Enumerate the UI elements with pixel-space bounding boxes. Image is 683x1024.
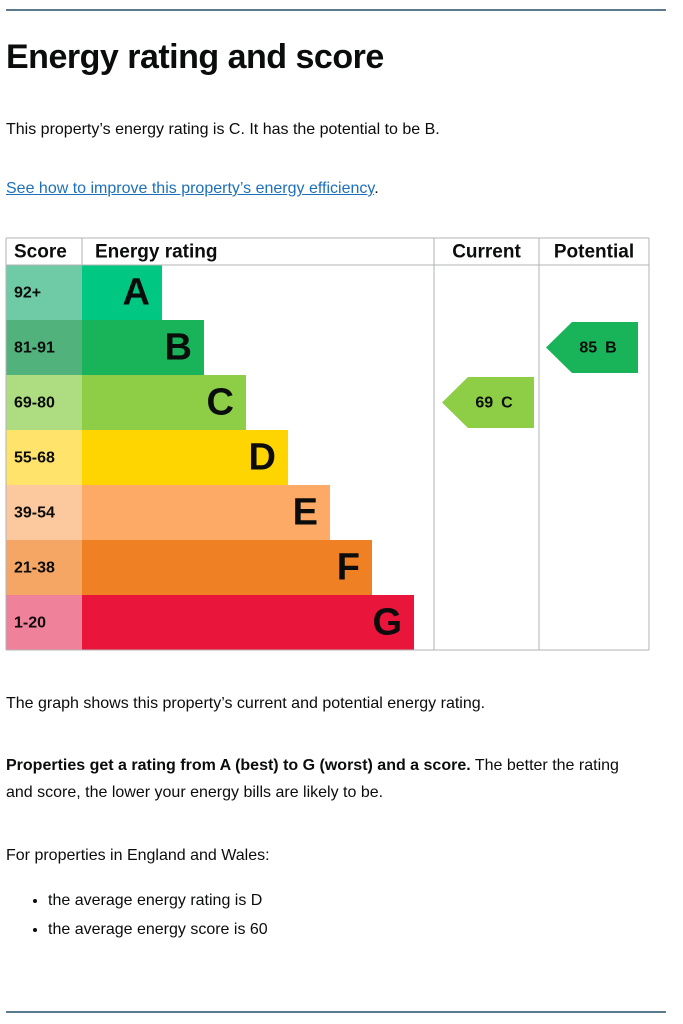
link-line: See how to improve this property’s energ… — [6, 175, 656, 202]
band-score: 92+ — [14, 285, 41, 302]
caption: The graph shows this property’s current … — [6, 695, 486, 712]
column-header: Potential — [554, 242, 634, 263]
score-cell — [6, 430, 82, 485]
band-bar — [82, 595, 414, 650]
current-arrow — [442, 377, 534, 428]
band-score: 69-80 — [14, 395, 55, 412]
column-header: Current — [452, 242, 521, 263]
bullet: the average energy rating is D — [48, 886, 268, 915]
score-cell — [6, 595, 82, 650]
bullet: the average energy score is 60 — [48, 915, 268, 944]
potential-arrow — [546, 322, 638, 373]
score-cell — [6, 265, 82, 320]
note-text: The better the rating and score, the low… — [6, 757, 619, 801]
note: Properties get a rating from A (best) to… — [6, 752, 646, 806]
potential-letter: B — [605, 340, 617, 357]
band-bar — [82, 375, 246, 430]
band-score: 81-91 — [14, 340, 55, 357]
column-header: Energy rating — [95, 242, 217, 263]
band-letter: D — [249, 437, 276, 479]
band-bar — [82, 265, 162, 320]
current-label: 69 C — [475, 395, 513, 412]
band-letter: B — [165, 327, 192, 369]
band-score: 21-38 — [14, 560, 55, 577]
page-title: Energy rating and score — [6, 38, 384, 76]
band-bar — [82, 485, 330, 540]
epc-chart: Score Energy rating Current Potential 92+ A 81… — [5, 237, 650, 651]
top-rule — [6, 9, 666, 11]
bullet-list: the average energy rating is D the avera… — [6, 886, 268, 944]
band-bar — [82, 320, 204, 375]
band-letter: C — [207, 382, 234, 424]
bottom-rule — [6, 1011, 666, 1013]
score-cell — [6, 485, 82, 540]
band-letter: F — [337, 547, 360, 589]
band-bar — [82, 540, 372, 595]
band-bar — [82, 430, 288, 485]
intro: This property’s energy rating is C. It h… — [6, 121, 440, 138]
band-score: 1-20 — [14, 615, 46, 632]
band-letter: G — [372, 602, 402, 644]
column-header: Score — [14, 242, 67, 263]
link-suffix: . — [374, 180, 379, 197]
band-score: 39-54 — [14, 505, 55, 522]
score-cell — [6, 540, 82, 595]
current-score: 69 — [475, 395, 493, 412]
band-letter: A — [123, 272, 150, 314]
potential-score: 85 — [579, 340, 597, 357]
score-cell — [6, 320, 82, 375]
note-bold: Properties get a rating from A (best) to… — [6, 757, 471, 774]
band-score: 55-68 — [14, 450, 55, 467]
potential-label: 85 B — [579, 340, 616, 357]
region-note: For properties in England and Wales: — [6, 847, 270, 864]
band-letter: E — [293, 492, 318, 534]
score-cell — [6, 375, 82, 430]
current-letter: C — [501, 395, 513, 412]
improve-link[interactable]: See how to improve this property’s energ… — [6, 180, 375, 197]
